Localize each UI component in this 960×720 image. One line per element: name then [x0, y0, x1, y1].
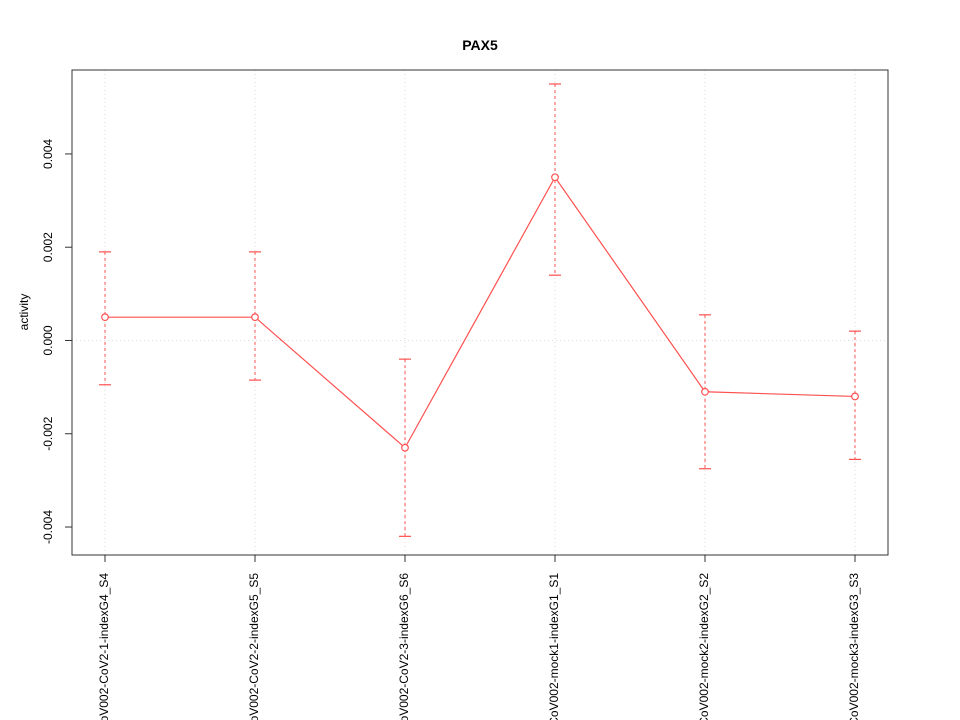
- data-point-marker: [401, 443, 409, 452]
- data-point-marker: [851, 392, 859, 401]
- y-tick-label: -0.004: [41, 510, 55, 544]
- y-tick-label: -0.002: [41, 416, 55, 450]
- y-tick-label: 0.004: [41, 139, 55, 169]
- data-point-marker: [551, 173, 559, 182]
- y-tick-label: 0.002: [41, 232, 55, 262]
- x-tick-label: CoV002-mock1-indexG1_S1: [547, 573, 561, 720]
- data-point-marker: [101, 313, 109, 322]
- data-point-marker: [251, 313, 259, 322]
- x-tick-label: CoV002-CoV2-1-indexG4_S4: [97, 573, 111, 720]
- x-tick-label: CoV002-CoV2-3-indexG6_S6: [397, 573, 411, 720]
- plot-box: [71, 69, 889, 556]
- x-tick-label: CoV002-CoV2-2-indexG5_S5: [247, 573, 261, 720]
- series-line: [105, 176, 856, 449]
- chart-title: PAX5: [462, 37, 498, 53]
- data-point-marker: [701, 387, 709, 396]
- y-tick-label: 0.000: [41, 325, 55, 355]
- x-tick-label: CoV002-mock3-indexG3_S3: [847, 573, 861, 720]
- x-tick-label: CoV002-mock2-indexG2_S2: [697, 573, 711, 720]
